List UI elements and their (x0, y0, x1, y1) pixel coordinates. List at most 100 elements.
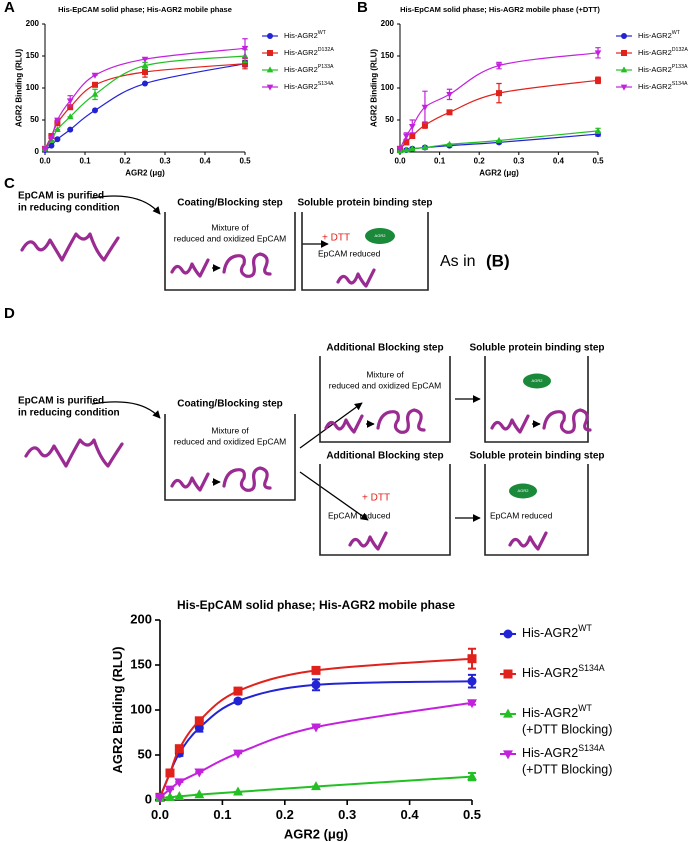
legend-superscript: WT (672, 30, 681, 36)
marker (92, 107, 98, 114)
marker (495, 63, 503, 70)
x-tick-label: 0.4 (199, 157, 211, 166)
marker (396, 146, 404, 153)
legend-superscript: S134A (578, 743, 604, 753)
x-axis-label: AGR2 (μg) (284, 826, 348, 841)
marker (194, 789, 205, 799)
marker (503, 669, 513, 679)
epcam-reduced (336, 268, 376, 288)
protein-label: AGR2 (518, 488, 530, 493)
agr2-protein (523, 373, 551, 389)
marker (174, 778, 185, 788)
legend-name: His-AGR2 (284, 65, 318, 74)
legend-name: His-AGR2 (522, 666, 578, 680)
marker (174, 744, 184, 754)
marker (66, 113, 74, 120)
agr2-protein (365, 228, 395, 244)
y-tick-label: 200 (130, 611, 152, 626)
marker (242, 60, 248, 67)
step-text: EpCAM reduced (318, 248, 381, 258)
arrow (91, 195, 161, 215)
marker (311, 680, 321, 690)
marker (92, 81, 98, 88)
marker (174, 791, 185, 800)
x-tick-label: 0.1 (213, 807, 231, 822)
epcam-oxidized (542, 408, 592, 434)
marker (233, 749, 243, 759)
x-tick-label: 0.2 (276, 807, 294, 822)
epcam-reduced (490, 414, 530, 434)
legend-superscript: WT (578, 623, 592, 633)
legend-label: His-AGR2S134A (638, 81, 688, 91)
chart-title: His-EpCAM solid phase; His-AGR2 mobile p… (177, 598, 455, 612)
marker (446, 92, 453, 98)
legend-superscript: P133A (672, 64, 688, 70)
well (484, 356, 589, 443)
step-title: Soluble protein binding step (470, 343, 605, 354)
step-text: EpCAM reduced (490, 510, 553, 520)
marker (495, 136, 503, 143)
epcam-extended (24, 438, 124, 468)
marker (91, 72, 99, 79)
y-axis-label: AGR2 Binding (RLU) (15, 49, 24, 128)
y-tick-label: 50 (385, 115, 394, 124)
legend-name: His-AGR2 (284, 82, 318, 91)
marker (594, 127, 602, 134)
marker (467, 676, 477, 686)
marker (194, 768, 205, 778)
legend-label: His-AGR2S134A (522, 663, 605, 680)
y-tick-label: 100 (381, 83, 395, 92)
x-axis-label: AGR2 (μg) (125, 169, 165, 178)
y-tick-label: 150 (381, 51, 395, 60)
well (484, 464, 589, 556)
marker (54, 117, 61, 124)
reagent: + DTT (322, 233, 350, 244)
marker (620, 84, 628, 91)
x-tick-label: 0.3 (338, 807, 356, 822)
marker (241, 45, 249, 52)
well (319, 464, 451, 556)
epcam-reduced (324, 414, 364, 434)
legend-name: His-AGR2 (638, 65, 672, 74)
marker (621, 50, 627, 56)
marker (266, 84, 274, 91)
x-tick-label: 0.5 (239, 157, 251, 166)
chart: B His-EpCAM solid phase; His-AGR2 mobile … (357, 0, 688, 178)
y-tick-label: 0 (390, 147, 395, 156)
step-text: reduced and oxidized EpCAM (174, 233, 286, 243)
legend-superscript: D132A (672, 47, 689, 53)
legend-name: His-AGR2 (522, 706, 578, 720)
marker (503, 629, 513, 639)
source-text: in reducing condition (18, 408, 120, 419)
marker (66, 98, 74, 105)
chart: A His-EpCAM solid phase; His-AGR2 mobile … (4, 0, 334, 178)
legend-superscript: D132A (318, 47, 335, 53)
marker (233, 786, 243, 796)
legend-name: His-AGR2 (522, 746, 578, 760)
marker (409, 133, 416, 139)
step-text: Mixture of (211, 425, 249, 435)
step-text: EpCAM reduced (328, 510, 391, 520)
marker (266, 66, 274, 73)
marker (503, 750, 513, 760)
agr2-protein (509, 483, 537, 499)
panel-c: C EpCAM is purified in reducing conditio… (4, 175, 510, 291)
x-tick-label: 0.5 (463, 807, 481, 822)
panel-label: B (357, 0, 368, 16)
legend-label: His-AGR2S134A (284, 81, 334, 91)
protein-label: AGR2 (532, 378, 544, 383)
marker (142, 69, 148, 75)
marker (467, 699, 477, 709)
chart: His-EpCAM solid phase; His-AGR2 mobile p… (110, 598, 613, 841)
epcam-drawings (20, 232, 592, 551)
legend-label: His-AGR2WT (522, 623, 593, 640)
epcam-oxidized (376, 408, 426, 434)
y-tick-label: 100 (130, 701, 152, 716)
y-tick-label: 50 (138, 746, 152, 761)
step-text: reduced and oxidized EpCAM (329, 380, 441, 390)
marker (403, 133, 410, 140)
source-text: in reducing condition (18, 203, 120, 214)
epcam-oxidized (222, 252, 272, 278)
step-text: Mixture of (366, 369, 404, 379)
